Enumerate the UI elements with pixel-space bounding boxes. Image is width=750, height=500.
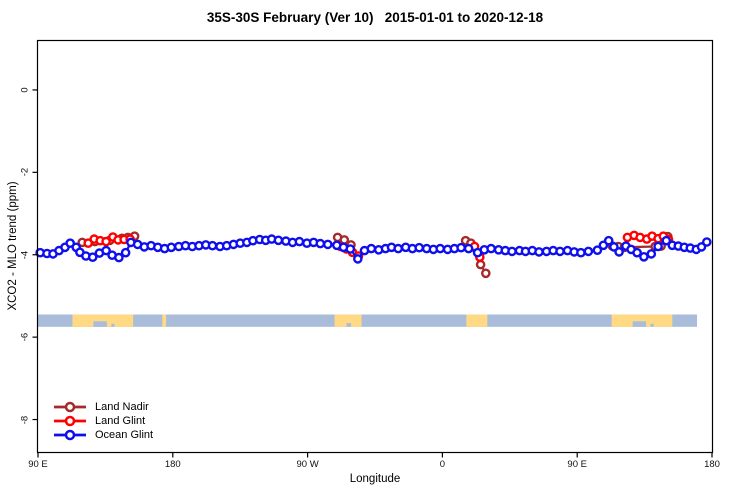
data-point: [475, 259, 486, 270]
data-point: [592, 245, 603, 255]
legend-label: Ocean Glint: [95, 429, 154, 441]
data-point: [393, 243, 404, 254]
legend: Land Nadir Land Glint Ocean Glint: [52, 400, 153, 442]
data-point: [414, 242, 425, 253]
x-axis-title: Longitude: [349, 473, 401, 485]
data-point: [166, 242, 177, 253]
data-point: [463, 243, 474, 254]
legend-label: Land Glint: [95, 415, 146, 427]
data-point: [273, 235, 284, 246]
data-point: [534, 247, 544, 257]
data-point: [702, 237, 712, 247]
data-point: [87, 252, 98, 263]
y-tick-label: -2: [19, 168, 31, 177]
data-point: [456, 242, 466, 253]
y-tick-label: -6: [19, 332, 31, 342]
data-point: [486, 243, 496, 254]
plot-frame: [36, 39, 714, 454]
legend-item-land-glint: Land Glint: [52, 414, 153, 428]
data-point: [101, 236, 111, 247]
data-point: [653, 241, 663, 252]
x-tick-label: 90 E: [28, 459, 48, 470]
land-segment: [162, 314, 167, 327]
x-tick-label: 180: [704, 459, 720, 470]
data-point: [345, 244, 356, 254]
data-point: [639, 251, 649, 262]
x-tick-label: 90 W: [296, 459, 319, 470]
latitude-strip-map: [38, 314, 698, 327]
data-point: [322, 239, 333, 250]
data-point: [352, 254, 363, 264]
data-point: [583, 246, 594, 257]
data-point: [315, 238, 326, 249]
data-point: [646, 249, 657, 259]
legend-item-land-nadir: Land Nadir: [52, 400, 153, 414]
land-segment: [611, 314, 673, 327]
data-point: [435, 243, 446, 254]
data-point: [614, 247, 624, 257]
x-tick-label: 90 E: [567, 459, 587, 470]
land-glint-marker-icon: [54, 415, 86, 427]
ocean-glint-marker-icon: [54, 429, 86, 441]
x-tick-label: 0: [439, 459, 446, 470]
x-tick-label: 180: [164, 459, 181, 470]
data-point: [555, 246, 565, 257]
data-point: [576, 247, 586, 258]
chart-title: 35S-30S February (Ver 10) 2015-01-01 to …: [206, 10, 544, 25]
y-axis-title: XCO2 - MLO trend (ppm): [7, 181, 19, 311]
data-point: [114, 252, 124, 263]
legend-item-ocean-glint: Ocean Glint: [52, 428, 153, 442]
land-segment: [334, 314, 362, 327]
y-tick-label: -4: [19, 250, 31, 259]
y-tick-label: 0: [19, 87, 31, 93]
data-point: [603, 235, 614, 246]
data-point: [294, 236, 305, 247]
data-point: [632, 247, 642, 258]
data-point: [507, 246, 517, 257]
data-point: [120, 247, 131, 258]
data-point: [661, 235, 672, 246]
data-point: [207, 240, 218, 251]
data-point: [101, 245, 111, 256]
legend-label: Land Nadir: [95, 401, 149, 413]
y-tick-label: -8: [19, 415, 31, 424]
land-segment: [72, 314, 134, 327]
land-segment: [466, 314, 488, 327]
series-ocean-glint: [35, 234, 712, 264]
data-point: [480, 268, 491, 279]
data-point: [366, 243, 377, 254]
land-nadir-marker-icon: [54, 401, 86, 413]
